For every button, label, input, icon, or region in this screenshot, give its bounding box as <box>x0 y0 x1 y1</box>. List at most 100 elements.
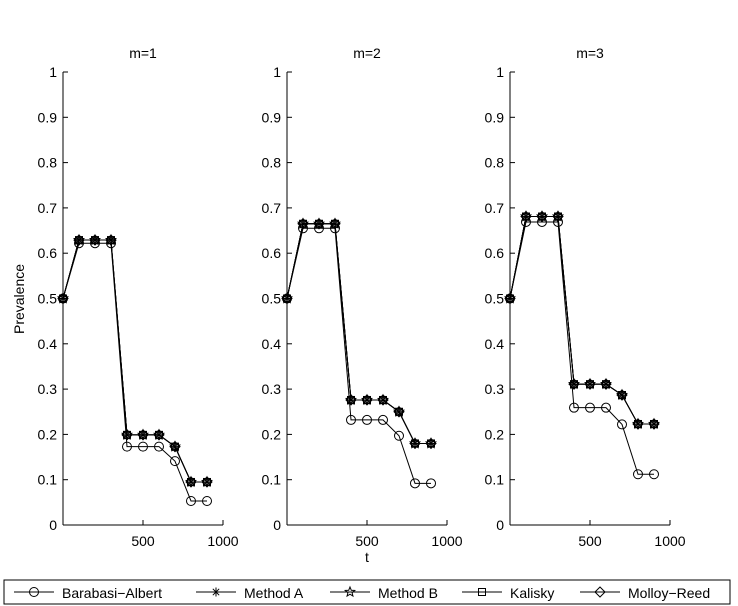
series-method-b <box>280 217 438 449</box>
data-point-circle <box>122 441 132 452</box>
data-point-diamond <box>201 476 213 488</box>
y-tick-label: 0.1 <box>38 472 58 488</box>
series-method-a <box>58 235 212 487</box>
data-point-diamond <box>584 378 596 390</box>
y-tick-label: 0.9 <box>262 109 282 125</box>
data-point-circle <box>633 469 643 480</box>
series-line-molloy-reed <box>62 239 207 483</box>
series-barabasi-albert <box>505 216 659 480</box>
series-line-method-a <box>62 239 207 483</box>
y-tick-label: 1 <box>496 64 504 80</box>
data-point-square <box>506 294 514 303</box>
panel-m-1: m=1 0 0.1 0.2 0.3 0.4 0.5 0.6 0.7 0.8 0.9 1 500 1000 <box>38 45 239 549</box>
y-tick-label: 0.2 <box>262 426 282 442</box>
y-tick-label: 0.1 <box>262 472 282 488</box>
panel-title: m=3 <box>576 45 604 61</box>
panel-title: m=2 <box>353 45 381 61</box>
y-tick-label: 0.9 <box>38 109 58 125</box>
data-point-diamond <box>616 389 628 401</box>
legend-item-barabasi-albert: Barabasi−Albert <box>14 585 162 601</box>
data-point-square <box>395 407 403 416</box>
y-tick-label: 1 <box>49 64 57 80</box>
data-point-square <box>171 442 179 451</box>
legend-marker-square <box>478 588 486 596</box>
series-method-b <box>56 233 214 488</box>
data-point-circle <box>426 478 436 489</box>
x-tick-label: 1000 <box>654 533 685 549</box>
data-point-circle <box>569 402 579 413</box>
data-point-circle <box>170 456 180 467</box>
series-line-barabasi-albert <box>62 242 207 502</box>
y-tick-label: 0.8 <box>485 155 505 171</box>
legend-label-molloy-reed: Molloy−Reed <box>628 585 710 601</box>
data-point-circle <box>394 430 404 441</box>
data-point-circle <box>585 402 595 413</box>
data-point-square <box>59 294 67 303</box>
legend-label-barabasi-albert: Barabasi−Albert <box>62 585 162 601</box>
y-tick-label: 0.5 <box>485 291 505 307</box>
y-tick-label: 0.6 <box>38 245 58 261</box>
x-tick-label: 500 <box>578 533 602 549</box>
data-point-diamond <box>89 234 101 246</box>
data-point-diamond <box>121 429 133 441</box>
series-line-method-b <box>509 216 654 425</box>
legend-marker-star <box>343 585 357 598</box>
series-line-molloy-reed <box>509 216 654 425</box>
legend-marker-circle <box>29 587 39 597</box>
data-point-diamond <box>361 394 373 406</box>
series-method-b <box>503 210 661 430</box>
data-point-diamond <box>632 418 644 430</box>
y-tick-label: 0 <box>496 517 504 533</box>
data-point-circle <box>186 495 196 506</box>
series-line-kalisky <box>286 223 431 444</box>
data-point-circle <box>649 469 659 480</box>
series-line-kalisky <box>509 216 654 425</box>
data-point-circle <box>410 478 420 489</box>
data-point-diamond <box>393 406 405 418</box>
data-point-diamond <box>520 210 532 223</box>
data-point-diamond <box>57 292 69 305</box>
legend: Barabasi−Albert Method A Method B Kalisk… <box>3 579 731 605</box>
data-point-diamond <box>137 429 149 441</box>
y-tick-label: 1 <box>273 64 281 80</box>
y-tick-label: 0.4 <box>262 336 282 352</box>
series-line-barabasi-albert <box>509 221 654 475</box>
y-tick-label: 0.4 <box>38 336 58 352</box>
series-method-a <box>505 212 659 429</box>
data-point-diamond <box>105 234 117 246</box>
series-line-method-b <box>286 223 431 444</box>
series-line-barabasi-albert <box>286 227 431 484</box>
data-point-diamond <box>73 234 85 246</box>
series-line-kalisky <box>62 239 207 483</box>
y-axis-label: Prevalence <box>11 264 27 334</box>
series-kalisky <box>506 212 658 428</box>
y-tick-label: 0.4 <box>485 336 505 352</box>
y-tick-label: 0.8 <box>38 155 58 171</box>
series-barabasi-albert <box>58 238 212 506</box>
legend-item-kalisky: Kalisky <box>462 585 554 601</box>
y-tick-label: 0.8 <box>262 155 282 171</box>
series-molloy-reed <box>504 210 660 430</box>
x-tick-label: 500 <box>355 533 379 549</box>
data-point-diamond <box>648 418 660 430</box>
legend-item-method-b: Method B <box>330 585 438 601</box>
series-line-method-a <box>286 223 431 444</box>
legend-item-method-a: Method A <box>196 585 304 601</box>
y-tick-label: 0.7 <box>262 200 282 216</box>
data-point-diamond <box>281 292 293 305</box>
data-point-diamond <box>504 292 516 305</box>
y-tick-label: 0.1 <box>485 472 505 488</box>
panel-m-2: m=2 0 0.1 0.2 0.3 0.4 0.5 0.6 0.7 0.8 0.9 1 500 1000 <box>262 45 463 549</box>
data-point-diamond <box>297 218 309 230</box>
y-tick-label: 0.5 <box>38 291 58 307</box>
legend-marker-asterisk <box>211 587 221 597</box>
y-tick-label: 0.2 <box>485 426 505 442</box>
panel-m-3: m=3 0 0.1 0.2 0.3 0.4 0.5 0.6 0.7 0.8 0.9 1 500 1000 <box>485 45 686 549</box>
series-line-method-a <box>509 216 654 425</box>
data-point-circle <box>154 441 164 452</box>
y-tick-label: 0 <box>49 517 57 533</box>
data-point-circle <box>346 414 356 425</box>
legend-marker-diamond <box>594 586 606 598</box>
